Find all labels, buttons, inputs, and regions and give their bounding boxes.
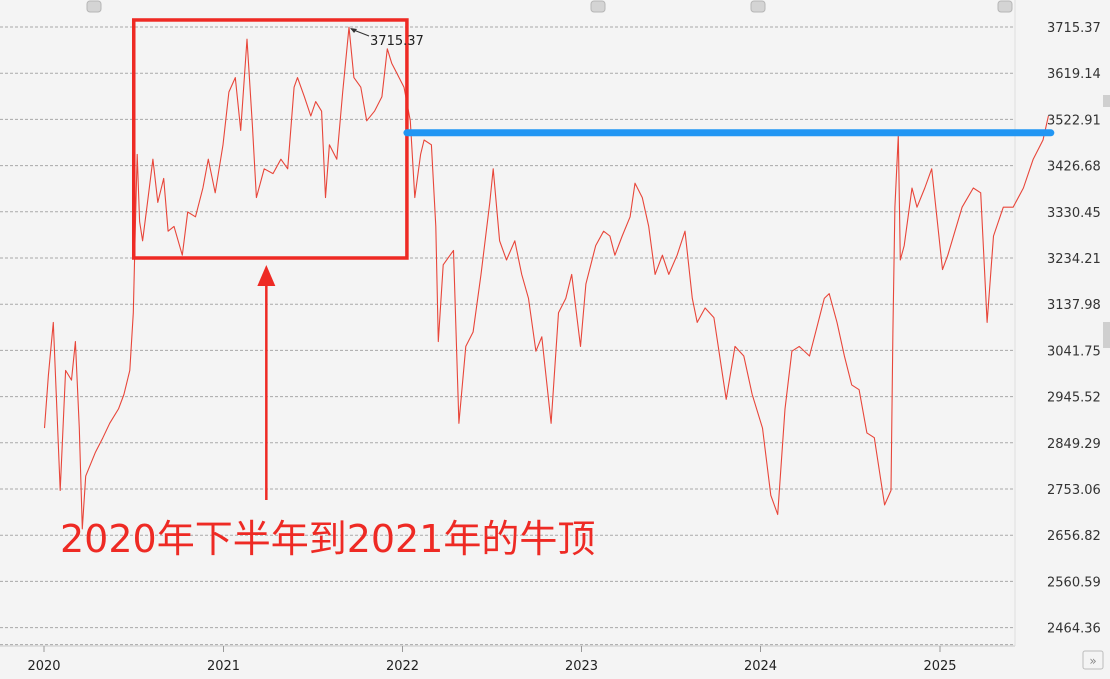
y-tick-label: 2753.06 <box>1047 483 1101 498</box>
x-tick-label: 2021 <box>207 659 240 674</box>
y-tick-label: 2945.52 <box>1047 391 1101 406</box>
peak-value-label: 3715.37 <box>370 34 424 49</box>
y-tick-label: 3234.21 <box>1047 252 1101 267</box>
y-tick-label: 2849.29 <box>1047 437 1101 452</box>
drag-handle-icon[interactable] <box>997 0 1013 13</box>
peak-arrow-icon <box>350 28 358 33</box>
pointer-arrowhead-icon <box>257 265 276 286</box>
x-axis: 2020 2021 2022 2023 2024 2025 <box>27 646 957 674</box>
drag-handle-icon[interactable] <box>590 0 606 13</box>
side-handle-icon[interactable] <box>1103 95 1110 107</box>
annotations-layer: 3715.37 2020年下半年到2021年的牛顶 <box>60 18 1055 561</box>
y-tick-label: 3137.98 <box>1047 298 1101 313</box>
x-tick-label: 2020 <box>27 659 60 674</box>
y-tick-label: 3330.45 <box>1047 206 1101 221</box>
x-tick-label: 2025 <box>923 659 956 674</box>
y-tick-label: 2656.82 <box>1047 529 1101 544</box>
y-tick-label: 2464.36 <box>1047 622 1101 637</box>
drag-handle-icon[interactable] <box>750 0 766 13</box>
series-line <box>43 26 1049 530</box>
y-tick-label: 2560.59 <box>1047 575 1101 590</box>
grid-lines <box>0 0 1016 647</box>
annotation-text: 2020年下半年到2021年的牛顶 <box>60 517 595 561</box>
y-tick-label: 3426.68 <box>1047 160 1101 175</box>
x-tick-label: 2023 <box>565 659 598 674</box>
y-tick-label: 3522.91 <box>1047 113 1101 128</box>
highlight-box <box>131 18 409 260</box>
y-tick-label: 3619.14 <box>1047 67 1101 82</box>
y-axis: 3715.37 3619.14 3522.91 3426.68 3330.45 3234.… <box>1047 21 1101 637</box>
chart-handles: » <box>86 0 1110 670</box>
drag-handle-icon[interactable] <box>86 0 102 13</box>
x-tick-label: 2022 <box>386 659 419 674</box>
x-tick-label: 2024 <box>744 659 777 674</box>
side-handle-icon[interactable] <box>1103 322 1110 348</box>
double-chevron-icon: » <box>1089 654 1096 668</box>
expand-button[interactable] <box>1082 650 1104 670</box>
price-series <box>43 26 1049 530</box>
y-tick-label: 3715.37 <box>1047 21 1101 36</box>
y-tick-label: 3041.75 <box>1047 344 1101 359</box>
